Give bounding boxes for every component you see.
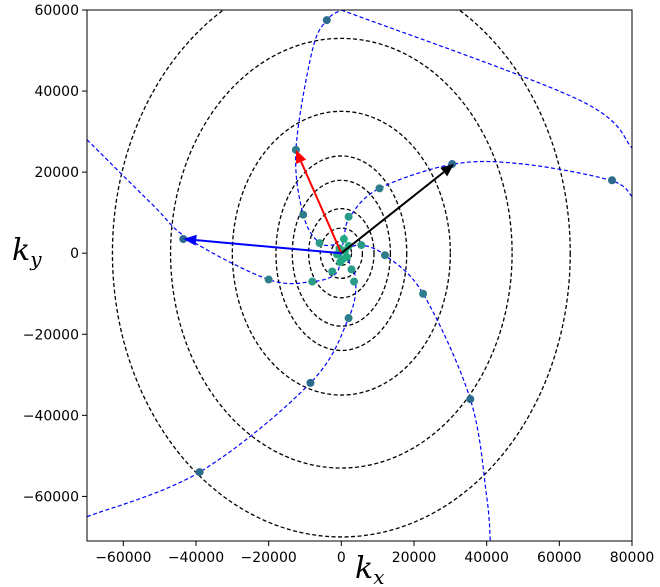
data-point-5 [375,184,384,193]
contour-ring-8 [111,10,571,538]
spiral-arm-layer [87,10,632,541]
y-tick-label: 0 [70,246,79,262]
vector-arrow-shaft [300,161,343,254]
y-tick-label: 20000 [34,165,79,181]
x-tick-label: −40000 [168,550,224,566]
x-tick-label: −60000 [95,550,151,566]
data-point-18 [344,314,353,323]
data-point-20 [306,378,315,387]
data-point-6 [299,210,308,219]
data-point-19 [419,289,428,298]
spiral-arm-3 [341,10,632,149]
x-tick-label: 60000 [537,550,582,566]
vector-arrow-head [440,164,454,177]
y-tick-label: 60000 [34,3,79,19]
data-point-22 [195,468,204,477]
x-tick-label: 0 [337,550,346,566]
vector-arrow-1 [295,149,343,254]
data-point-13 [264,275,273,284]
data-point-10 [339,235,348,244]
y-tick-label: −20000 [23,327,79,343]
y-tick-label: −40000 [23,408,79,424]
y-tick-label: 40000 [34,84,79,100]
contour-ring-7 [169,37,513,469]
x-tick-label: 40000 [464,550,509,566]
data-point-16 [347,265,356,274]
plot-frame [86,9,633,542]
contour-ring-2 [319,227,364,279]
vector-arrow-head [183,234,197,246]
x-axis-label: kx [355,551,384,587]
contour-ring-3 [307,207,375,299]
x-tick-label: −20000 [241,550,297,566]
arrow-layer [183,149,454,255]
contour-ring-6 [231,110,451,396]
spiral-arm-1 [87,139,632,285]
vector-arrow-shaft [196,239,342,255]
spiral-arm-4 [340,244,491,541]
x-axis-ticks: −60000 −40000 −20000 0 20000 40000 60000 80000 [95,541,654,566]
y-axis-ticks: −60000 −40000 −20000 0 20000 40000 60000 [23,3,87,505]
data-point-14 [308,277,317,286]
marker-layer [179,16,617,477]
data-point-21 [466,395,475,404]
data-point-4 [608,176,617,185]
data-point-11 [357,241,366,250]
contour-ring-4 [291,179,392,327]
vector-arrow-2 [340,164,454,254]
y-axis-label: ky [12,233,42,271]
x-tick-label: 20000 [392,550,437,566]
data-point-12 [380,251,389,260]
data-point-9 [315,239,324,248]
vector-arrow-head [295,149,307,164]
data-point-7 [344,212,353,221]
y-tick-label: −60000 [23,489,79,505]
x-tick-label: 80000 [610,550,655,566]
data-point-1 [322,16,331,25]
data-point-15 [328,267,337,276]
spiral-arm-2 [87,10,357,518]
contour-ring-5 [275,155,408,352]
vector-arrow-3 [183,234,342,255]
vector-arrow-shaft [340,171,445,254]
data-point-17 [350,277,359,286]
data-point-29 [336,258,345,267]
contour-layer [111,10,571,538]
